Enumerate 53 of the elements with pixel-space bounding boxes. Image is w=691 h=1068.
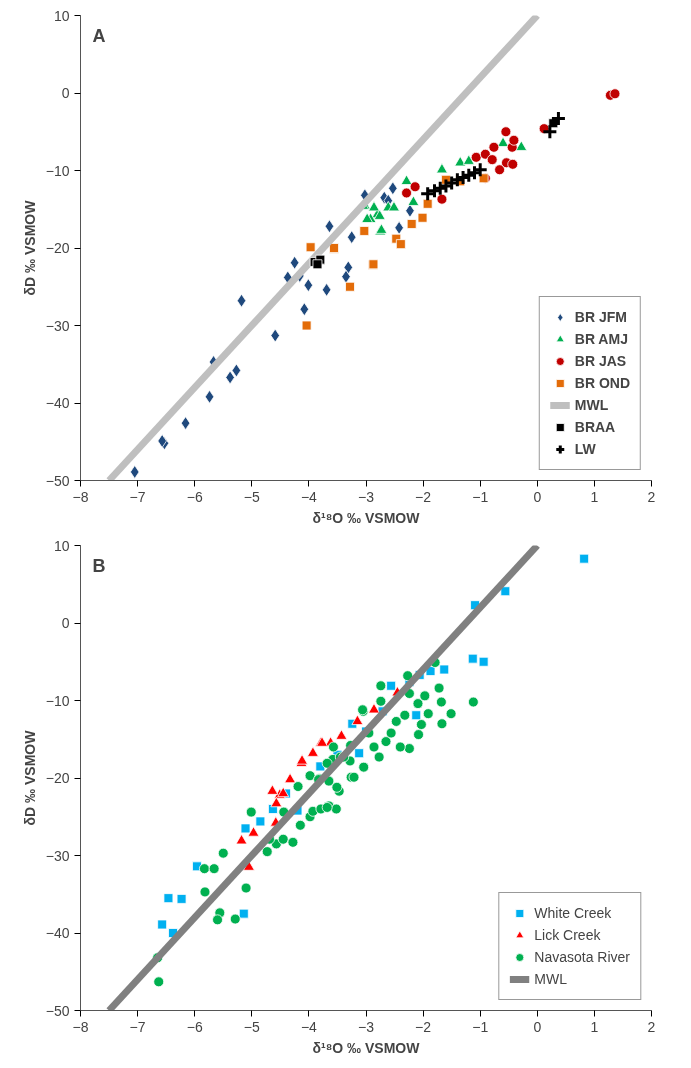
y-tick-label: 10: [53, 7, 70, 24]
x-tick-label: −7: [129, 488, 146, 505]
x-tick-label: −2: [415, 488, 432, 505]
legend-label: BR JAS: [574, 353, 627, 369]
y-tick-label: −30: [45, 847, 70, 864]
y-tick-label: −40: [45, 925, 70, 941]
x-tick-label: 1: [590, 488, 599, 505]
x-tick-label: −3: [358, 1018, 375, 1035]
legend-label: BR OND: [574, 375, 630, 391]
x-axis-title: δ¹⁸O ‰ VSMOW: [312, 1039, 421, 1056]
x-tick-label: −6: [186, 488, 203, 505]
x-tick-label: −8: [72, 488, 89, 505]
text: A: [92, 25, 106, 46]
x-tick-label: 2: [647, 488, 656, 505]
x-tick-label: −4: [300, 488, 318, 505]
y-tick-label: −50: [45, 1002, 70, 1019]
y-axis-title: δD ‰ VSMOW: [21, 729, 38, 826]
x-tick-label: −3: [358, 488, 375, 505]
legend-label: BR JFM: [574, 309, 627, 325]
legend-label: MWL: [574, 397, 609, 413]
x-tick-label: 1: [590, 1018, 599, 1035]
x-tick-label: −5: [243, 488, 260, 505]
y-tick-label: −10: [45, 162, 70, 179]
y-tick-label: −20: [45, 770, 70, 786]
x-tick-label: −2: [415, 1018, 432, 1035]
x-tick-label: −7: [129, 1018, 146, 1035]
x-tick-label: −5: [243, 1018, 260, 1035]
x-tick-label: 0: [533, 1018, 542, 1035]
x-tick-label: 0: [533, 488, 542, 505]
y-tick-label: −30: [45, 317, 70, 334]
legend-label: Navasota River: [534, 949, 630, 965]
y-tick-label: 0: [61, 615, 70, 631]
legend-label: BRAA: [574, 419, 616, 435]
legend-label: White Creek: [534, 905, 612, 921]
y-tick-label: 10: [53, 537, 70, 554]
x-tick-label: −6: [186, 1018, 203, 1035]
x-tick-label: −1: [472, 488, 489, 505]
y-tick-label: −50: [45, 472, 70, 489]
x-tick-label: −1: [472, 1018, 489, 1035]
text: B: [92, 555, 106, 576]
legend-label: MWL: [534, 971, 567, 987]
y-tick-label: −40: [45, 395, 70, 411]
legend-label: LW: [574, 441, 596, 457]
y-tick-label: −20: [45, 240, 70, 256]
x-tick-label: −4: [300, 1018, 318, 1035]
x-axis-title: δ¹⁸O ‰ VSMOW: [312, 509, 421, 526]
y-tick-label: 0: [61, 85, 70, 101]
y-axis-title: δD ‰ VSMOW: [21, 199, 38, 296]
legend-label: BR AMJ: [574, 331, 628, 347]
x-tick-label: −8: [72, 1018, 89, 1035]
y-tick-label: −10: [45, 692, 70, 709]
legend-label: Lick Creek: [534, 927, 601, 943]
x-tick-label: 2: [647, 1018, 656, 1035]
